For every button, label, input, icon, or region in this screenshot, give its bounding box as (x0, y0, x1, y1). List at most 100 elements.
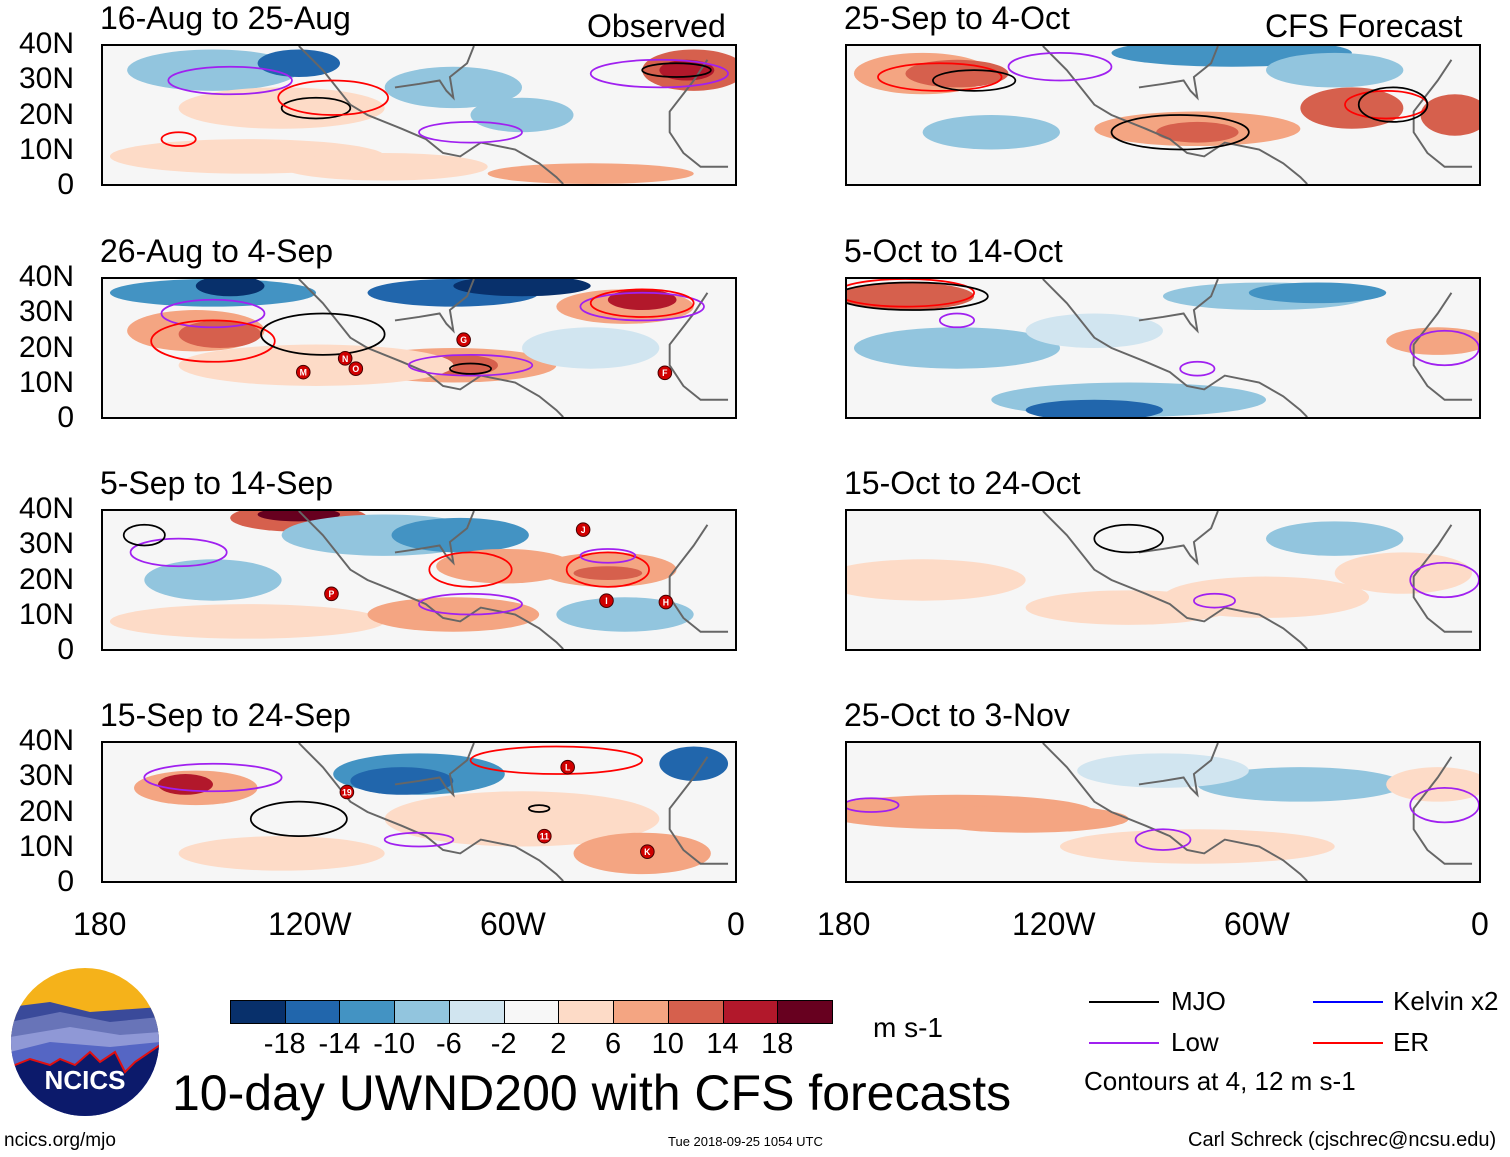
tropical-cyclone-marker[interactable]: I (599, 593, 614, 608)
map-panel (845, 509, 1481, 651)
wind-anomaly-shading (522, 327, 660, 369)
filtered-wind-contour (418, 592, 523, 616)
map-panel: P J I H (101, 509, 737, 651)
colorbar-swatch (394, 1000, 450, 1024)
colorbar-label: -2 (490, 1028, 517, 1060)
tropical-cyclone-marker[interactable]: K (640, 844, 655, 859)
filtered-wind-contour (847, 281, 989, 311)
storm-label: P (329, 589, 335, 599)
wind-anomaly-shading (1266, 52, 1404, 88)
wind-anomaly-shading (847, 559, 1026, 601)
storm-label: J (581, 525, 586, 535)
y-tick-label: 30N (18, 295, 74, 329)
filtered-wind-contour (469, 745, 644, 775)
coastline (394, 279, 475, 334)
wind-anomaly-shading (127, 49, 299, 91)
wind-anomaly-shading (607, 289, 677, 311)
storm-label: H (663, 597, 669, 607)
wind-anomaly-shading (1386, 767, 1479, 802)
legend-low-line (1089, 1042, 1159, 1044)
x-tick-label: 120W (1012, 906, 1096, 942)
coastline (394, 743, 475, 798)
y-tick-label: 20N (18, 97, 74, 131)
y-tick-label: 30N (18, 759, 74, 793)
tropical-cyclone-marker[interactable]: G (456, 332, 471, 348)
wind-anomaly-shading (1334, 552, 1473, 594)
y-tick-label: 0 (57, 633, 74, 667)
filtered-wind-contour (277, 79, 389, 116)
filtered-wind-contour (579, 548, 637, 564)
tropical-cyclone-marker[interactable]: 19 (339, 784, 355, 800)
filtered-wind-contour (579, 291, 705, 322)
colorbar-swatch (558, 1000, 615, 1024)
colorbar-label: -6 (436, 1028, 462, 1060)
storm-label: 11 (540, 832, 549, 842)
colorbar-swatch (448, 1000, 505, 1024)
panel-title: 25-Oct to 3-Nov (844, 697, 1070, 733)
wind-anomaly-shading (195, 279, 265, 297)
filtered-wind-contour (260, 312, 386, 356)
wind-anomaly-shading (384, 66, 523, 109)
tropical-cyclone-marker[interactable]: N (337, 351, 353, 366)
coastline (1138, 743, 1219, 798)
storm-label: 19 (342, 787, 352, 797)
panel-title: 26-Aug to 4-Sep (100, 233, 334, 269)
x-tick-label: 180 (817, 906, 871, 942)
forecast-label: CFS Forecast (1265, 8, 1463, 44)
filtered-wind-contour (428, 551, 513, 588)
map-panel: M NO G F (101, 277, 737, 419)
y-tick-label: 0 (57, 401, 74, 435)
x-tick-label: 60W (1224, 906, 1290, 942)
colorbar-label: -10 (373, 1028, 416, 1060)
filtered-wind-contour (1357, 86, 1429, 123)
legend-low: Low (1171, 1027, 1219, 1057)
tropical-cyclone-marker[interactable]: J (575, 522, 591, 537)
map-panel (845, 44, 1481, 186)
y-tick-label: 40N (18, 260, 74, 293)
tropical-cyclone-marker[interactable]: F (657, 365, 673, 381)
logo-text: NCICS (45, 1065, 126, 1095)
x-tick-label: 0 (727, 906, 745, 942)
colorbar-swatch (230, 1000, 286, 1024)
filtered-wind-contour (418, 121, 523, 144)
legend-er-line (1313, 1042, 1383, 1044)
wind-anomaly-shading (659, 746, 729, 781)
legend-note: Contours at 4, 12 m s-1 (1084, 1066, 1356, 1096)
coastline (394, 511, 475, 566)
wind-anomaly-shading (453, 279, 591, 297)
panel-title: 15-Sep to 24-Sep (100, 697, 351, 733)
tropical-cyclone-marker[interactable]: H (658, 594, 674, 610)
filtered-wind-contour (877, 62, 1003, 92)
y-tick-label: 30N (18, 527, 74, 561)
tropical-cyclone-marker[interactable]: M (295, 364, 311, 380)
coastline (668, 59, 729, 168)
wind-anomaly-shading (853, 327, 1060, 369)
colorbar-swatch (284, 1000, 341, 1024)
y-tick-label: 20N (18, 794, 74, 828)
wind-anomaly-shading (436, 548, 574, 584)
y-tick-label: 40N (18, 492, 74, 525)
colorbar-swatch (722, 1000, 779, 1024)
wind-anomaly-shading (922, 805, 1129, 833)
tropical-cyclone-marker[interactable]: P (324, 586, 339, 602)
panel-title: 15-Oct to 24-Oct (844, 465, 1081, 501)
filtered-wind-contour (1179, 360, 1216, 377)
wind-anomaly-shading (257, 511, 341, 522)
colorbar-units: m s-1 (873, 1012, 943, 1043)
tropical-cyclone-marker[interactable]: 11 (537, 828, 552, 844)
wind-anomaly-shading (158, 774, 213, 795)
storm-label: G (460, 335, 467, 345)
colorbar-swatch (613, 1000, 669, 1024)
coastline (1138, 511, 1219, 566)
filtered-wind-contour (847, 279, 975, 308)
filtered-wind-contour (1110, 114, 1250, 151)
y-tick-label: 40N (18, 724, 74, 757)
footer-url[interactable]: ncics.org/mjo (4, 1130, 116, 1151)
filtered-wind-contour (160, 131, 197, 147)
tropical-cyclone-marker[interactable]: O (348, 361, 364, 376)
coastline (1042, 46, 1308, 184)
tropical-cyclone-marker[interactable]: L (560, 759, 575, 775)
y-tick-label: 20N (18, 330, 74, 364)
wind-anomaly-shading (391, 517, 529, 553)
